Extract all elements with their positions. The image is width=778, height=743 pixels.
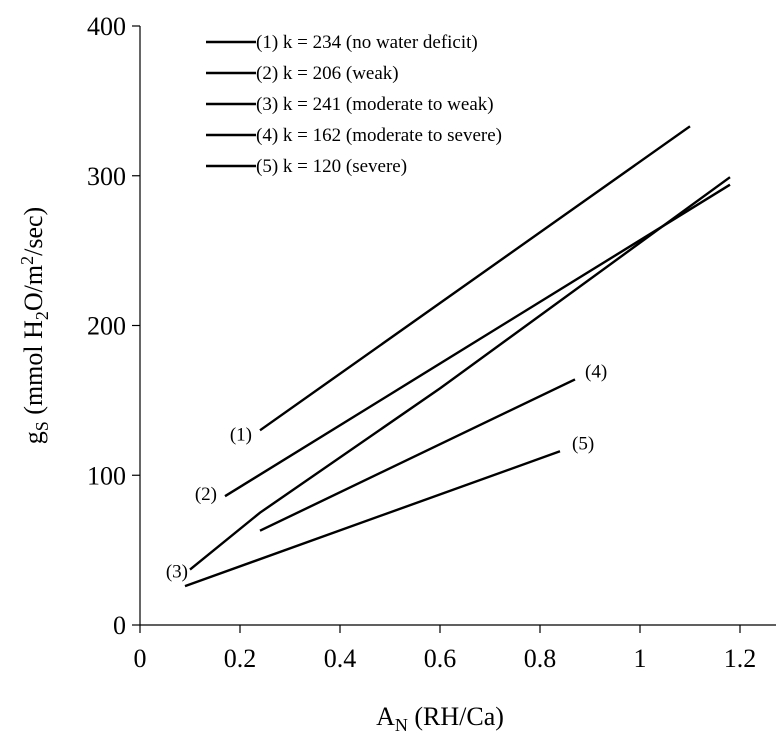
legend-entry-4: (4) k = 162 (moderate to severe) xyxy=(256,125,502,146)
x-tick-label: 0.6 xyxy=(424,644,457,673)
series-label-5: (5) xyxy=(572,433,594,454)
y-axis-title: gS (mmol H2O/m2/sec) xyxy=(17,207,52,444)
x-tick-label: 0.2 xyxy=(224,644,257,673)
legend-entry-1: (1) k = 234 (no water deficit) xyxy=(256,32,478,53)
y-tick-label: 100 xyxy=(87,461,126,490)
ticks: 0 100 200 300 400 0 0.2 0.4 0.6 0.8 1 1.2 xyxy=(87,12,756,673)
y-tick-label: 400 xyxy=(87,12,126,41)
legend-entry-3: (3) k = 241 (moderate to weak) xyxy=(256,94,494,115)
series-label-4: (4) xyxy=(585,361,607,382)
series-line-5 xyxy=(184,450,561,588)
series-label-1: (1) xyxy=(230,424,252,445)
legend-entry-2: (2) k = 206 (weak) xyxy=(256,63,399,84)
series-line-1 xyxy=(259,125,691,432)
series-line-3 xyxy=(189,176,731,571)
x-axis-title: AN (RH/Ca) xyxy=(376,702,504,735)
y-tick-label: 0 xyxy=(113,611,126,640)
axes xyxy=(139,26,776,626)
x-tick-label: 0 xyxy=(134,644,147,673)
x-tick-label: 1 xyxy=(634,644,647,673)
x-tick-label: 0.4 xyxy=(324,644,357,673)
x-tick-label: 1.2 xyxy=(724,644,757,673)
x-tick-label: 0.8 xyxy=(524,644,557,673)
legend-entry-5: (5) k = 120 (severe) xyxy=(256,156,407,177)
y-tick-label: 300 xyxy=(87,162,126,191)
series-labels: (1) (2) (3) (4) (5) xyxy=(166,361,607,582)
series-label-2: (2) xyxy=(195,484,217,505)
legend: (1) k = 234 (no water deficit) (2) k = 20… xyxy=(206,32,502,177)
y-tick-label: 200 xyxy=(87,312,126,341)
series-line-4 xyxy=(259,378,576,532)
series-lines xyxy=(184,125,731,588)
series-line-2 xyxy=(224,183,731,498)
series-label-3: (3) xyxy=(166,562,188,583)
